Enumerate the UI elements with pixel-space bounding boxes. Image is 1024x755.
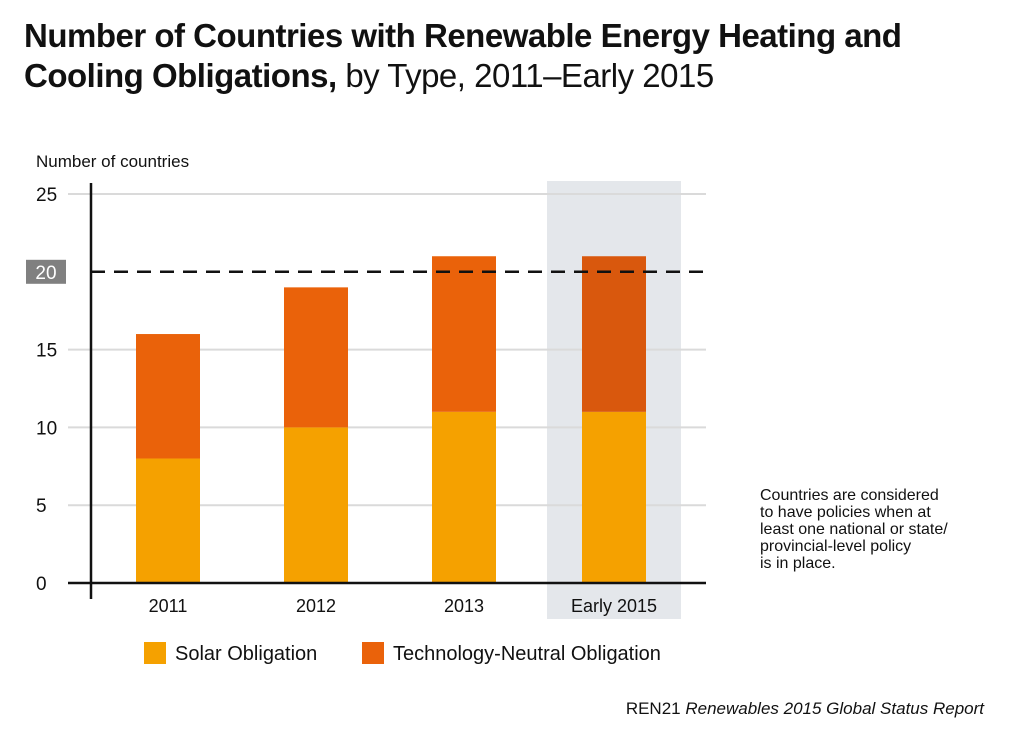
y-tick-label: 15 [36, 341, 57, 362]
bar-solar [136, 458, 200, 583]
y-tick-label: 5 [36, 496, 47, 517]
footnote-line: Countries are considered [760, 487, 939, 504]
y-tick-label: 0 [36, 574, 47, 595]
footnote-line: least one national or state/ [760, 521, 948, 538]
y-tick-label: 25 [36, 185, 57, 206]
source-report: Renewables 2015 Global Status Report [685, 699, 984, 718]
bar-tech-neutral [582, 256, 646, 412]
legend-label-solar: Solar Obligation [175, 643, 318, 665]
footnote-line: provincial-level policy [760, 538, 912, 555]
source-credit: REN21 Renewables 2015 Global Status Repo… [626, 699, 984, 719]
chart-title-main: Number of Countries with Renewable Energ… [24, 17, 902, 94]
source-org: REN21 [625, 699, 681, 718]
y-axis-label: Number of countries [36, 152, 190, 171]
threshold-label-box [26, 259, 66, 284]
x-tick-label: 2013 [444, 596, 484, 616]
footnote: Countries are considered to have policie… [760, 487, 1010, 572]
y-tick-label: 10 [36, 418, 57, 439]
bar-solar [432, 411, 496, 583]
footnote-line: to have policies when at [760, 504, 931, 521]
legend-label-tech-neutral: Technology-Neutral Obligation [393, 643, 661, 665]
legend-swatch-solar [144, 642, 166, 664]
bar-tech-neutral [432, 256, 496, 412]
bar-solar [284, 427, 348, 583]
bar-tech-neutral [284, 287, 348, 428]
legend-swatch-tech-neutral [362, 642, 384, 664]
bar-tech-neutral [136, 334, 200, 459]
threshold-label: 20 [35, 263, 56, 284]
bar-solar [582, 411, 646, 583]
chart-title-sub: by Type, 2011–Early 2015 [345, 57, 714, 94]
x-tick-label: 2011 [149, 596, 188, 616]
footnote-line: is in place. [760, 555, 836, 572]
x-tick-label: Early 2015 [571, 596, 657, 616]
x-tick-label: 2012 [296, 596, 336, 616]
chart-title: Number of Countries with Renewable Energ… [24, 16, 984, 96]
